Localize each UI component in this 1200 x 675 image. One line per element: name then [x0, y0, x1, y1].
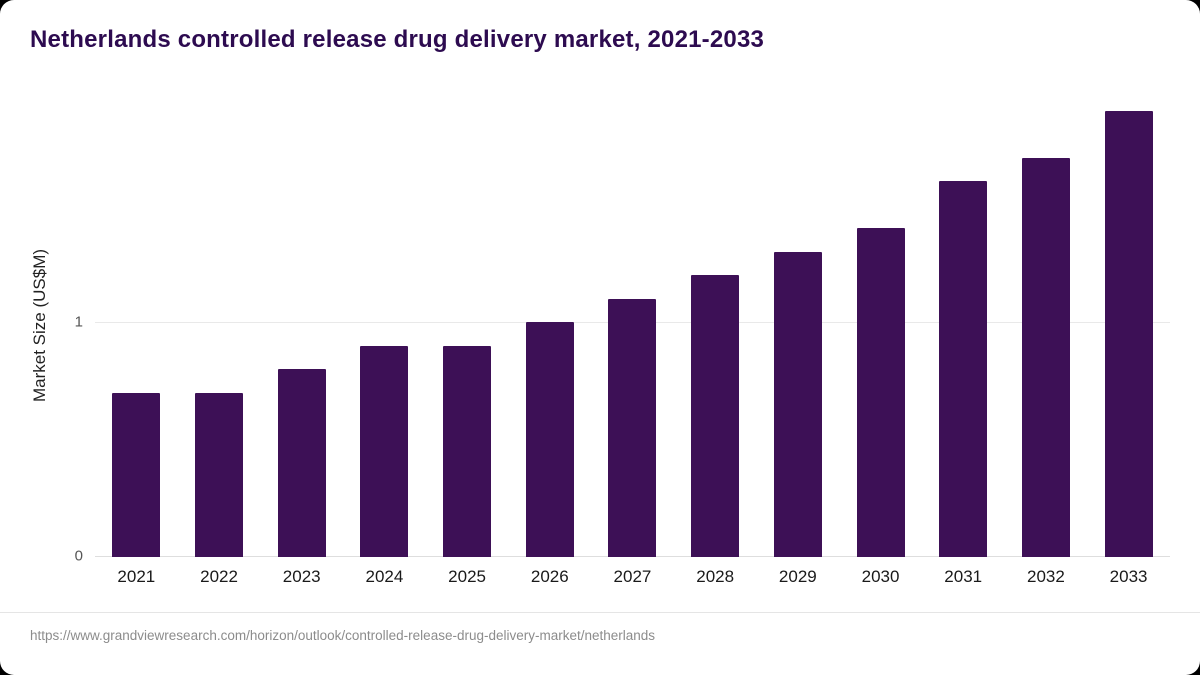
x-label-2025: 2025 [448, 567, 486, 586]
x-label-2032: 2032 [1026, 567, 1065, 586]
bar-column-2026 [508, 87, 591, 557]
x-label-2027: 2027 [613, 567, 652, 586]
bar-2024 [360, 345, 409, 557]
x-label-2030: 2030 [861, 567, 900, 586]
y-axis-title: Market Size (US$M) [30, 248, 49, 402]
bar-column-2030 [839, 87, 922, 557]
x-label-2028: 2028 [696, 567, 735, 586]
bar-column-2023 [260, 87, 343, 557]
bar-column-2024 [343, 87, 426, 557]
bar-column-2021 [95, 87, 178, 557]
bar-column-2032 [1005, 87, 1088, 557]
bar-column-2028 [674, 87, 757, 557]
x-label-2029: 2029 [778, 567, 817, 586]
bar-column-2025 [426, 87, 509, 557]
bar-column-2029 [757, 87, 840, 557]
y-tick-1: 1 [74, 313, 83, 331]
bar-2021 [112, 392, 161, 557]
bar-column-2027 [591, 87, 674, 557]
x-label-2021: 2021 [117, 567, 156, 586]
bar-column-2031 [922, 87, 1005, 557]
bar-2025 [443, 345, 492, 557]
source-url: https://www.grandviewresearch.com/horizo… [30, 628, 656, 643]
x-label-2024: 2024 [365, 567, 404, 586]
bar-2032 [1021, 157, 1070, 557]
x-axis-labels: 2021 2022 2023 2024 2025 2026 2027 2028 2029 2030… [95, 567, 1170, 587]
bar-2022 [195, 392, 244, 557]
x-label-2026: 2026 [530, 567, 569, 586]
bar-2027 [608, 298, 657, 557]
bar-2030 [856, 228, 905, 557]
bar-2031 [939, 181, 988, 557]
x-label-2031: 2031 [944, 567, 983, 586]
footer-divider [0, 612, 1200, 613]
x-label-2023: 2023 [282, 567, 321, 586]
bar-2029 [773, 251, 822, 557]
x-label-2022: 2022 [200, 567, 238, 586]
x-label-2033: 2033 [1109, 567, 1148, 586]
chart-title: Netherlands controlled release drug deli… [30, 26, 765, 53]
bar-2023 [277, 369, 326, 557]
bar-2026 [525, 322, 574, 557]
bar-column-2022 [178, 87, 261, 557]
bars-container [95, 87, 1170, 557]
bar-2033 [1104, 110, 1153, 557]
plot-area: 1 0 [75, 87, 1170, 565]
bar-column-2033 [1087, 87, 1170, 557]
bar-2028 [691, 275, 740, 557]
y-tick-0: 0 [74, 547, 83, 565]
